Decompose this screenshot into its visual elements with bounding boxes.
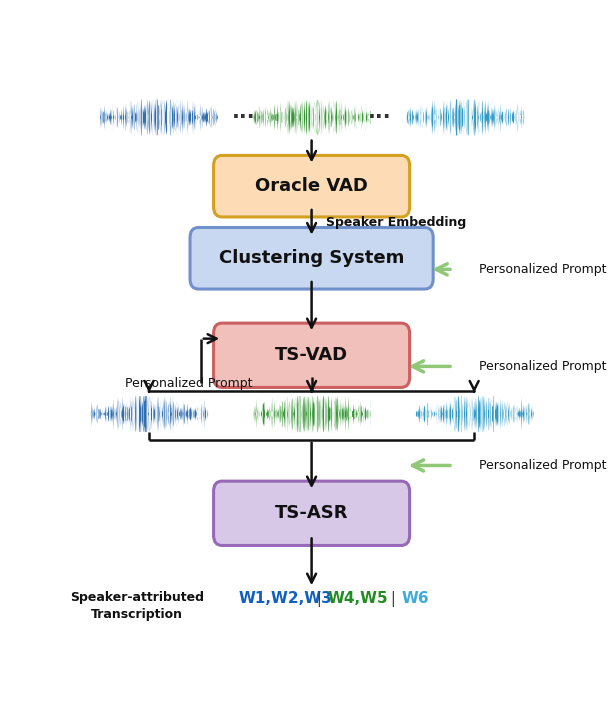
FancyBboxPatch shape xyxy=(213,156,410,217)
Text: TS-ASR: TS-ASR xyxy=(275,504,348,522)
Text: Personalized Prompt: Personalized Prompt xyxy=(125,377,253,390)
Text: Personalized Prompt: Personalized Prompt xyxy=(479,360,606,373)
Text: W4,W5: W4,W5 xyxy=(327,591,388,606)
Text: |: | xyxy=(311,591,326,607)
Text: |: | xyxy=(386,591,401,607)
Text: TS-VAD: TS-VAD xyxy=(275,346,348,364)
Text: Clustering System: Clustering System xyxy=(219,249,404,267)
Text: ···: ··· xyxy=(232,107,255,127)
FancyBboxPatch shape xyxy=(213,323,410,387)
FancyBboxPatch shape xyxy=(213,481,410,546)
Text: Personalized Prompt: Personalized Prompt xyxy=(479,459,606,472)
Text: W1,W2,W3: W1,W2,W3 xyxy=(238,591,333,606)
Text: Oracle VAD: Oracle VAD xyxy=(255,177,368,195)
FancyBboxPatch shape xyxy=(190,228,433,289)
Text: Speaker-attributed
Transcription: Speaker-attributed Transcription xyxy=(71,591,204,621)
Text: W6: W6 xyxy=(402,591,429,606)
Text: ···: ··· xyxy=(368,107,392,127)
Text: Personalized Prompt: Personalized Prompt xyxy=(479,263,606,276)
Text: Speaker Embedding: Speaker Embedding xyxy=(326,216,466,229)
